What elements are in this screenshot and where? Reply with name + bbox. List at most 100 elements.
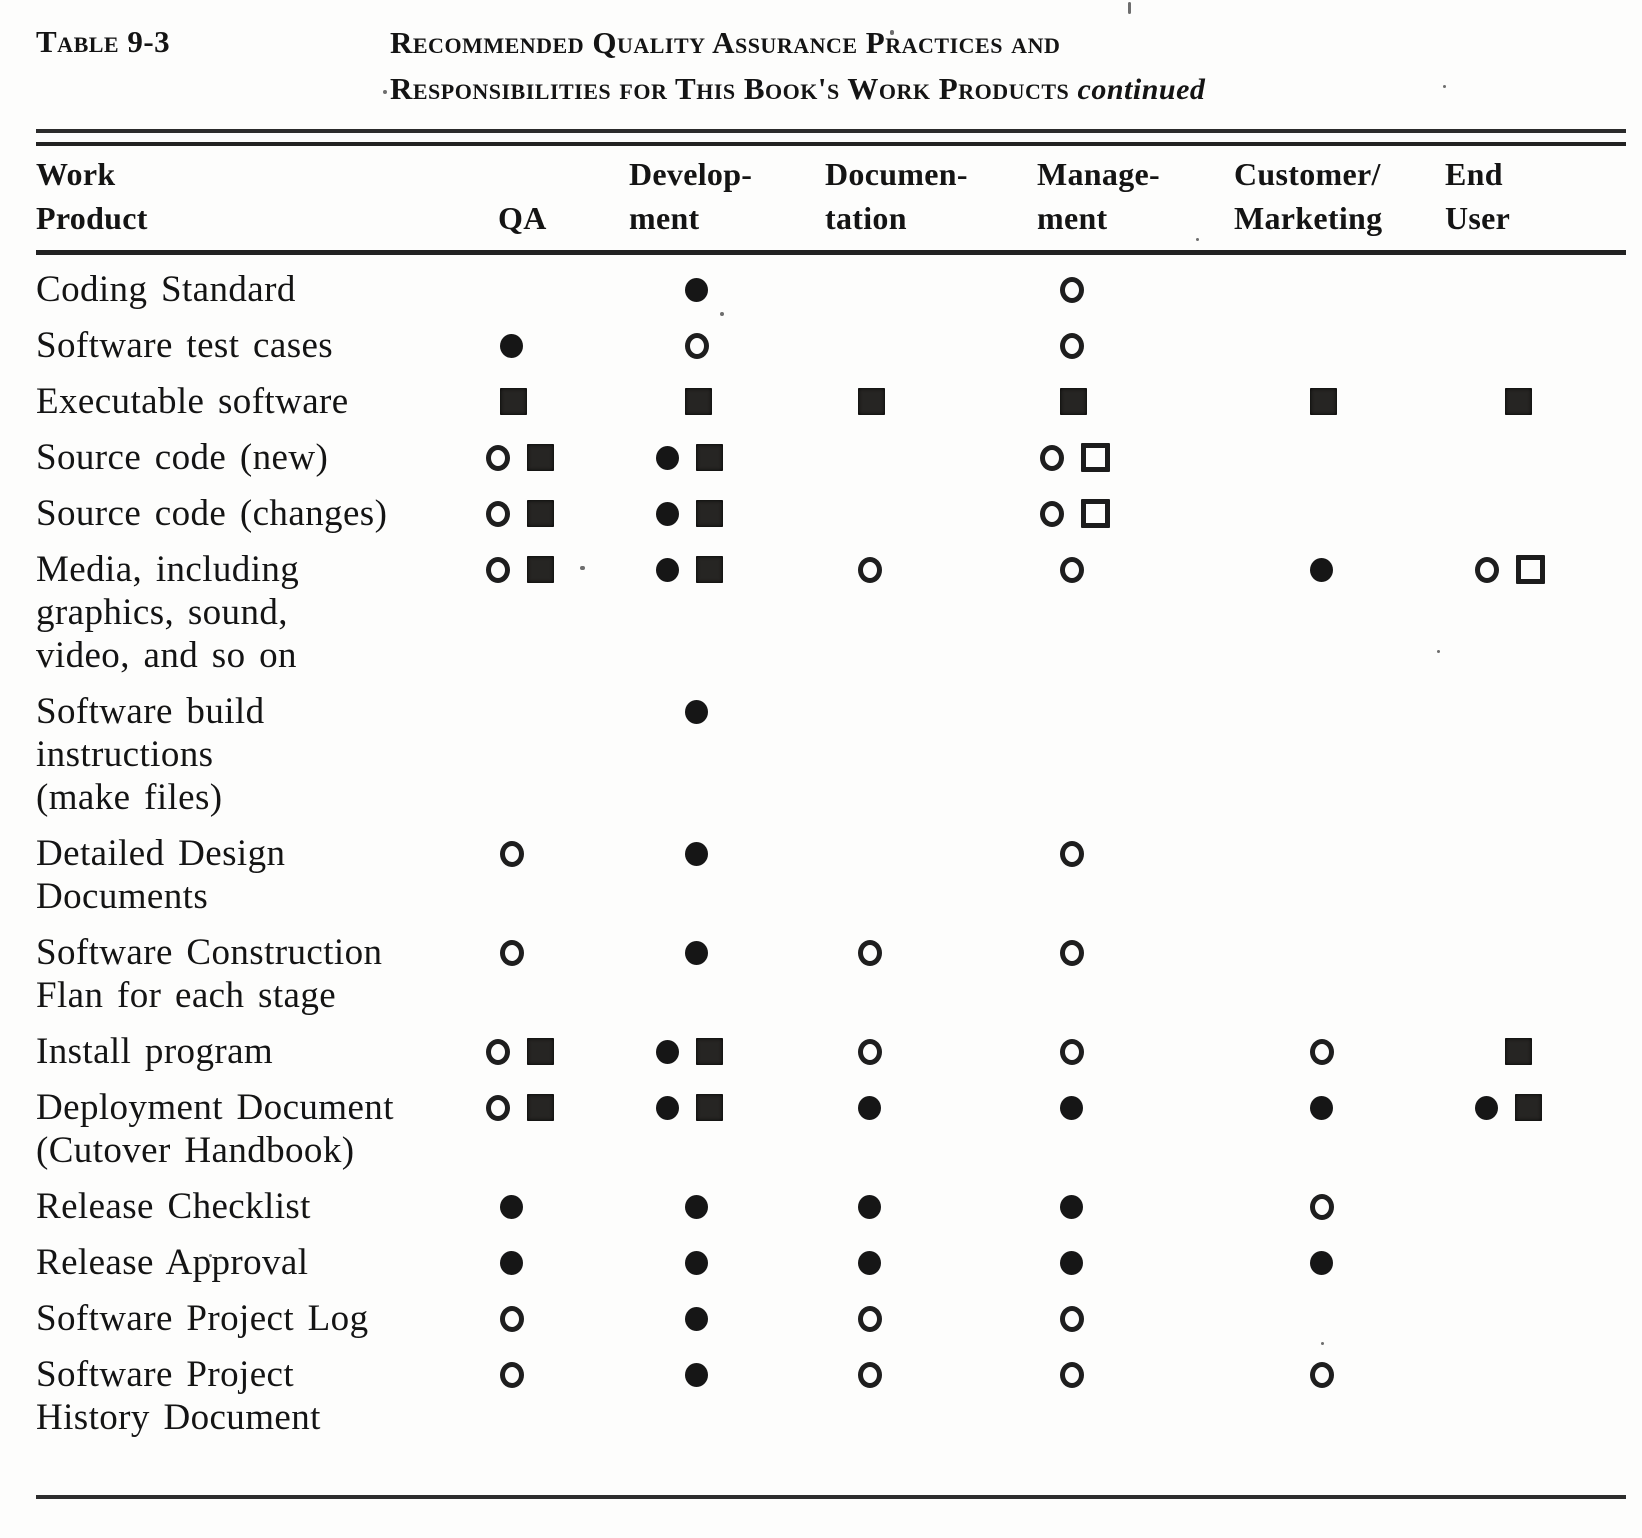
filled-circle-icon bbox=[656, 446, 679, 470]
table-top-rule bbox=[36, 129, 1626, 146]
open-circle-icon bbox=[1040, 501, 1064, 527]
table-row: Release Checklist bbox=[36, 1185, 1626, 1228]
continued-label: continued bbox=[1077, 73, 1206, 106]
cell-development bbox=[620, 324, 810, 367]
filled-circle-icon bbox=[656, 1096, 679, 1120]
cell-qa bbox=[470, 1086, 620, 1172]
work-product-label: Coding Standard bbox=[36, 268, 470, 311]
cell-customer-marketing bbox=[1215, 1030, 1445, 1073]
work-product-label-line: Release Approval bbox=[36, 1242, 309, 1283]
open-circle-icon bbox=[1310, 1194, 1334, 1220]
scan-speck bbox=[890, 30, 894, 35]
table-title-line2-text: Responsibilities for This Book's Work Pr… bbox=[390, 71, 1070, 106]
cell-end-user bbox=[1445, 1353, 1626, 1439]
cell-management bbox=[1015, 931, 1215, 1017]
table-body: Coding Standard Software test cases Execut… bbox=[36, 268, 1626, 1439]
work-product-label: Software build instructions (make files) bbox=[36, 690, 470, 819]
cell-customer-marketing bbox=[1215, 436, 1445, 479]
open-circle-icon bbox=[486, 1039, 510, 1065]
open-circle-icon bbox=[1310, 1039, 1334, 1065]
filled-square-icon bbox=[696, 444, 723, 471]
cell-end-user bbox=[1445, 1185, 1626, 1228]
scan-speck bbox=[1443, 85, 1446, 88]
cell-management bbox=[1015, 436, 1215, 479]
filled-square-icon bbox=[527, 500, 554, 527]
cell-management bbox=[1015, 1086, 1215, 1172]
work-product-label: Software Project Log bbox=[36, 1297, 470, 1340]
cell-development bbox=[620, 1353, 810, 1439]
cell-documentation bbox=[810, 492, 1015, 535]
filled-square-icon bbox=[858, 388, 885, 415]
scan-speck bbox=[720, 312, 724, 316]
open-circle-icon bbox=[500, 940, 524, 966]
open-circle-icon bbox=[1060, 1306, 1084, 1332]
filled-square-icon bbox=[1505, 1038, 1532, 1065]
filled-square-icon bbox=[685, 388, 712, 415]
open-circle-icon bbox=[858, 1362, 882, 1388]
work-product-label-line: History Document bbox=[36, 1397, 321, 1438]
cell-qa bbox=[470, 380, 620, 423]
table-row: Executable software bbox=[36, 380, 1626, 423]
scan-speck bbox=[383, 90, 387, 94]
cell-customer-marketing bbox=[1215, 1185, 1445, 1228]
open-circle-icon bbox=[486, 445, 510, 471]
filled-circle-icon bbox=[1060, 1195, 1083, 1219]
filled-square-icon bbox=[696, 500, 723, 527]
filled-circle-icon bbox=[1310, 1096, 1333, 1120]
cell-qa bbox=[470, 268, 620, 311]
cell-qa bbox=[470, 324, 620, 367]
cell-customer-marketing bbox=[1215, 324, 1445, 367]
cell-qa bbox=[470, 931, 620, 1017]
cell-end-user bbox=[1445, 548, 1626, 677]
filled-square-icon bbox=[1515, 1094, 1542, 1121]
filled-square-icon bbox=[1060, 388, 1087, 415]
work-product-label-line: Software Construction bbox=[36, 932, 383, 973]
work-product-label-line: Software build bbox=[36, 691, 265, 732]
cell-management bbox=[1015, 690, 1215, 819]
open-square-icon bbox=[1516, 555, 1545, 584]
filled-circle-icon bbox=[685, 1363, 708, 1387]
table-header-row: Work Product QA Develop-ment Documen-tatio… bbox=[36, 146, 1626, 240]
filled-square-icon bbox=[527, 556, 554, 583]
cell-documentation bbox=[810, 1086, 1015, 1172]
table-row: Coding Standard bbox=[36, 268, 1626, 311]
cell-end-user bbox=[1445, 1297, 1626, 1340]
scan-speck bbox=[1321, 1342, 1324, 1345]
work-product-label-line: Executable software bbox=[36, 381, 349, 422]
header-line: Develop- bbox=[629, 156, 753, 192]
cell-end-user bbox=[1445, 380, 1626, 423]
cell-development bbox=[620, 1241, 810, 1284]
cell-end-user bbox=[1445, 436, 1626, 479]
open-circle-icon bbox=[1060, 1362, 1084, 1388]
filled-circle-icon bbox=[656, 558, 679, 582]
work-product-label-line: Deployment Document bbox=[36, 1087, 394, 1128]
cell-qa bbox=[470, 436, 620, 479]
open-square-icon bbox=[1081, 443, 1110, 472]
filled-circle-icon bbox=[685, 1195, 708, 1219]
work-product-label-line: Source code (changes) bbox=[36, 493, 388, 534]
filled-square-icon bbox=[1310, 388, 1337, 415]
filled-circle-icon bbox=[500, 1195, 523, 1219]
open-circle-icon bbox=[685, 333, 709, 359]
cell-customer-marketing bbox=[1215, 548, 1445, 677]
open-circle-icon bbox=[858, 557, 882, 583]
open-circle-icon bbox=[1060, 333, 1084, 359]
table-row: Software Project Log bbox=[36, 1297, 1626, 1340]
filled-circle-icon bbox=[656, 502, 679, 526]
work-product-header-line1: Work bbox=[36, 156, 116, 192]
filled-circle-icon bbox=[685, 700, 708, 724]
cell-development bbox=[620, 1086, 810, 1172]
open-circle-icon bbox=[858, 1039, 882, 1065]
cell-development bbox=[620, 548, 810, 677]
filled-circle-icon bbox=[1475, 1096, 1498, 1120]
open-circle-icon bbox=[500, 841, 524, 867]
table-bottom-rule bbox=[36, 1495, 1626, 1499]
open-circle-icon bbox=[1060, 277, 1084, 303]
table-title: Recommended Quality Assurance Practices … bbox=[390, 20, 1205, 113]
cell-documentation bbox=[810, 1241, 1015, 1284]
cell-development bbox=[620, 436, 810, 479]
cell-development bbox=[620, 931, 810, 1017]
column-header-documentation: Documen-tation bbox=[810, 152, 1015, 240]
cell-documentation bbox=[810, 1185, 1015, 1228]
